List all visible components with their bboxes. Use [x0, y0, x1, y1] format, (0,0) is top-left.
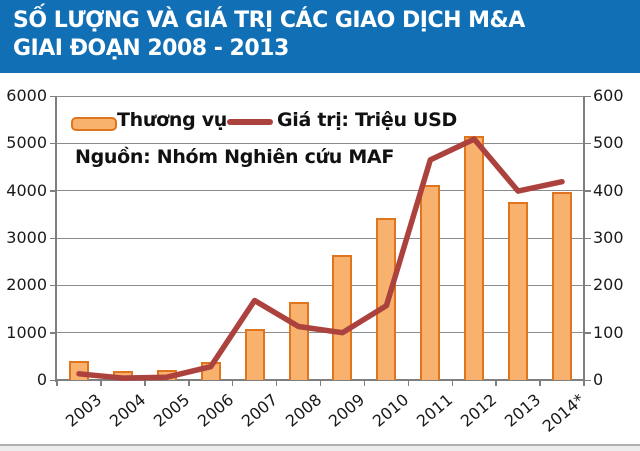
y-axis-right-tick-label: 500 [593, 133, 624, 153]
gridline [57, 95, 584, 97]
legend-bar-swatch-icon [71, 117, 117, 131]
y-axis-left-tick [50, 379, 57, 381]
x-axis-tick [451, 380, 453, 386]
y-axis-right-tick [584, 142, 591, 145]
y-axis-left-tick-label: 1000 [6, 322, 47, 342]
y-axis-left-tick [50, 142, 57, 145]
source-note: Nguồn: Nhóm Nghiên cứu MAF [75, 146, 395, 168]
y-axis-right-tick [584, 237, 591, 239]
y-axis-right-tick [584, 190, 591, 192]
bar-2013 [508, 202, 529, 380]
bar-2004 [112, 371, 133, 380]
legend-line-swatch-icon [227, 119, 273, 125]
legend-bars-label: Thương vụ [117, 109, 228, 131]
x-axis-tick [407, 380, 410, 386]
page-title-line-1: SỐ LƯỢNG VÀ GIÁ TRỊ CÁC GIAO DỊCH M&A [13, 8, 525, 33]
gridline [57, 142, 584, 144]
x-axis-tick [100, 380, 102, 386]
bar-2011 [420, 184, 441, 380]
y-axis-left-tick-label: 0 [36, 370, 47, 389]
x-axis-tick [363, 380, 366, 386]
y-axis-right-tick [584, 379, 591, 381]
x-axis-tick [144, 380, 146, 386]
bar-2010 [376, 217, 397, 380]
x-axis-tick [583, 380, 585, 386]
gridline [57, 284, 584, 286]
footer-strip [0, 446, 640, 451]
x-axis-tick [539, 380, 541, 386]
y-axis-left-tick-label: 2000 [6, 275, 47, 295]
y-axis-left-tick [50, 190, 57, 192]
bar-2003 [68, 361, 89, 380]
bar-2006 [200, 362, 221, 380]
y-axis-right-tick [584, 284, 591, 287]
bar-2014* [552, 191, 573, 380]
y-axis-left-tick [50, 284, 57, 287]
y-axis-right-tick [584, 332, 591, 334]
y-axis-left-tick-label: 3000 [6, 228, 47, 247]
y-axis-left-tick-label: 6000 [6, 86, 47, 105]
gridline [57, 332, 584, 334]
chart-title-banner: SỐ LƯỢNG VÀ GIÁ TRỊ CÁC GIAO DỊCH M&A GI… [0, 0, 640, 73]
x-axis-tick [231, 380, 234, 386]
bar-2005 [156, 370, 177, 380]
y-axis-left-tick [50, 95, 57, 97]
bar-2007 [244, 329, 265, 380]
x-axis-tick [495, 380, 497, 386]
y-axis-left-tick [50, 237, 57, 239]
bar-2012 [464, 135, 485, 380]
y-axis-left-line [55, 96, 57, 382]
y-axis-right-tick-label: 300 [593, 228, 624, 247]
footer-divider [0, 444, 640, 446]
y-axis-left-tick-label: 4000 [6, 180, 47, 200]
y-axis-right-tick-label: 0 [593, 370, 604, 389]
y-axis-right-tick-label: 400 [593, 180, 624, 200]
y-axis-right-line [583, 96, 585, 382]
x-axis-tick [188, 380, 190, 386]
x-axis-tick [319, 380, 322, 386]
y-axis-right-tick [584, 95, 591, 97]
y-axis-left-tick [50, 332, 57, 334]
x-axis-tick [56, 380, 58, 386]
y-axis-right-tick-label: 100 [593, 322, 624, 342]
y-axis-right-tick-label: 600 [593, 86, 624, 105]
page-title-line-2: GIAI ĐOẠN 2008 - 2013 [13, 36, 289, 61]
gridline [57, 237, 584, 239]
bar-2008 [288, 301, 309, 380]
value-line [76, 136, 565, 381]
gridline [57, 190, 584, 192]
y-axis-left-tick-label: 5000 [6, 133, 47, 153]
legend-line-label: Giá trị: Triệu USD [277, 109, 457, 131]
bar-2009 [332, 255, 353, 380]
y-axis-right-tick-label: 200 [593, 275, 624, 295]
x-axis-tick [275, 380, 278, 386]
